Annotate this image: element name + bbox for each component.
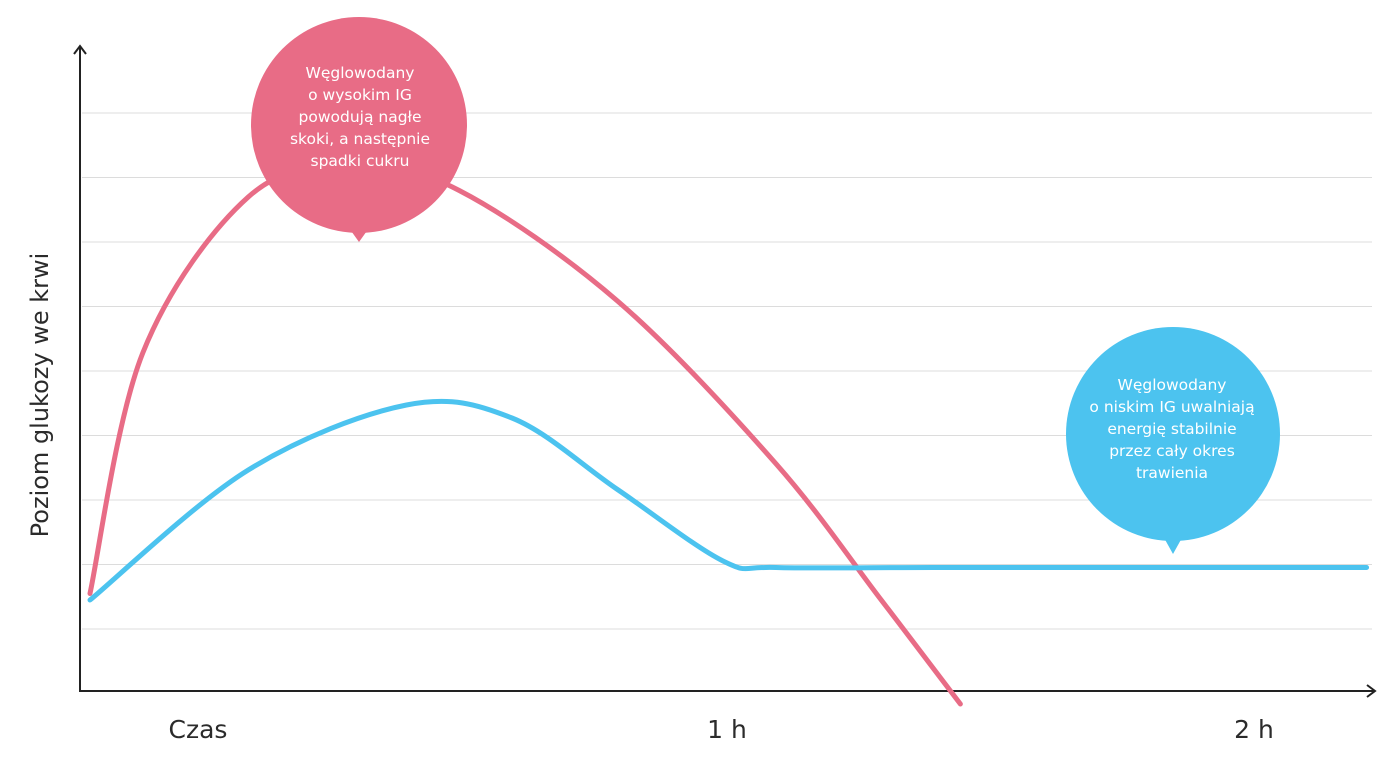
series-low-ig-line bbox=[87, 398, 1370, 603]
x-tick-label: 1 h bbox=[707, 715, 747, 744]
y-axis-label: Poziom glukozy we krwi bbox=[26, 252, 54, 538]
x-tick-label: 2 h bbox=[1234, 715, 1274, 744]
annotation-low-ig-bubble bbox=[1066, 327, 1280, 541]
annotation-high-ig-text: Węglowodany o wysokim IG powodują nagłe … bbox=[289, 64, 431, 170]
series-high-ig-line bbox=[87, 161, 963, 707]
annotation-low-ig-pointer bbox=[1163, 536, 1183, 554]
y-axis-arrow bbox=[73, 44, 87, 55]
series-lines bbox=[87, 161, 1370, 707]
annotation-bubbles bbox=[251, 17, 1280, 554]
x-tick-label: Czas bbox=[168, 715, 228, 744]
annotation-low-ig-text: Węglowodany o niskim IG uwalniają energi… bbox=[1089, 376, 1255, 482]
axes bbox=[73, 44, 1377, 698]
annotation-high-ig-bubble bbox=[251, 17, 467, 233]
annotation-high-ig-pointer bbox=[349, 228, 369, 242]
x-axis-arrow bbox=[1366, 684, 1377, 698]
